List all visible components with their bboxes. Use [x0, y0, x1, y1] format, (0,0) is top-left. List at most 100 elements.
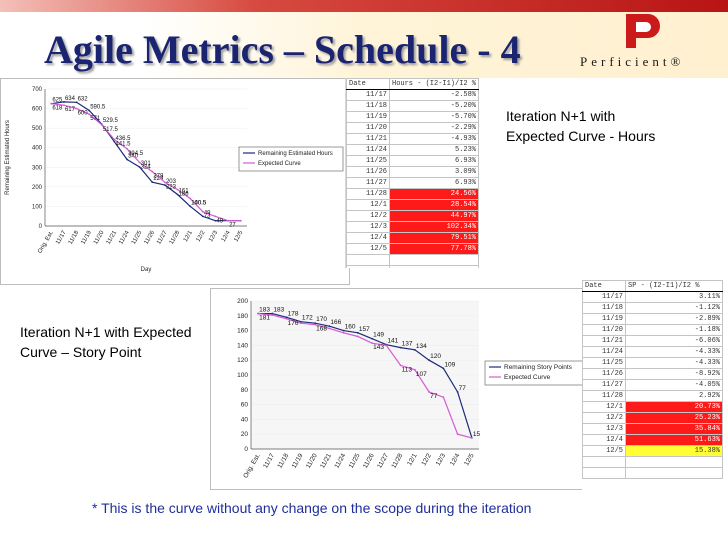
hours-table-empty-cell	[388, 265, 480, 268]
hours-table-row: 11/28 24.56%	[346, 188, 480, 200]
hours-table-date-cell: 11/27	[346, 177, 390, 189]
sp-table-header-cell: SP - (I2-I1)/I2 %	[625, 280, 723, 292]
sp-table-date-cell: 11/24	[582, 346, 626, 358]
hours-chart-x-tick-label: 11/21	[106, 229, 119, 245]
hours-table-date-cell: 11/18	[346, 100, 390, 112]
hours-chart-data-label: 571	[90, 116, 101, 122]
hours-table-row: 12/4 79.51%	[346, 232, 480, 244]
hours-table-row: 12/2 44.97%	[346, 210, 480, 222]
hours-table-row: 11/19 -5.70%	[346, 111, 480, 123]
sp-table-row: 11/24 -4.33%	[582, 346, 723, 358]
sp-chart-data-label: 107	[416, 371, 427, 378]
sp-deviation-table: Date SP - (I2-I1)/I2 % 11/17 3.11% 11/18 -1.1…	[582, 280, 723, 479]
hours-table-value-cell: -4.93%	[388, 133, 480, 145]
sp-chart-y-tick-label: 80	[241, 387, 249, 394]
hours-chart-data-point	[239, 219, 242, 222]
sp-chart-y-tick-label: 200	[237, 298, 248, 305]
slide-title: Agile Metrics – Schedule - 4	[44, 27, 521, 72]
sp-chart-data-label: 183	[259, 307, 270, 314]
hours-chart-x-tick-label: 11/17	[55, 229, 68, 245]
sp-chart-legend-label: Expected Curve	[504, 374, 551, 381]
hours-chart-data-point	[189, 197, 192, 200]
hours-chart-data-point	[138, 166, 141, 168]
hours-chart-data-label: 73	[204, 214, 211, 220]
hours-table-header-row: Date Hours - (I2-I1)/I2 %	[346, 78, 480, 90]
hours-table-date-cell: 12/4	[346, 232, 390, 244]
sp-table-row: 11/27 -4.05%	[582, 379, 723, 391]
hours-chart-data-point	[227, 219, 229, 222]
sp-chart-y-tick-label: 20	[241, 431, 249, 438]
sp-table-value-cell: -4.05%	[625, 379, 723, 391]
sp-table-value-cell: 3.11%	[625, 291, 723, 303]
sp-chart-data-point	[271, 312, 274, 315]
header-red-bar	[0, 0, 728, 12]
hours-table-value-cell: 28.54%	[388, 199, 480, 211]
hours-table-value-cell: 44.97%	[388, 210, 480, 222]
sp-table-row: 11/20 -1.18%	[582, 324, 723, 336]
sp-chart-data-label: 15	[473, 431, 481, 438]
hours-deviation-table: Date Hours - (I2-I1)/I2 % 11/17 -2.58% 11/18…	[346, 78, 480, 268]
sp-chart-data-point	[299, 322, 302, 325]
hours-table-date-cell: 11/19	[346, 111, 390, 123]
footnote: * This is the curve without any change o…	[92, 500, 532, 516]
sp-chart-y-tick-label: 0	[244, 446, 248, 453]
hours-chart-data-point	[151, 170, 154, 173]
sp-table-row: 12/2 25.23%	[582, 412, 723, 424]
hours-table-row: 12/5 77.78%	[346, 243, 480, 255]
sp-chart-data-label: 183	[273, 307, 284, 314]
sp-table-date-cell: 12/5	[582, 445, 626, 457]
sp-table-value-cell: -1.12%	[625, 302, 723, 314]
sp-table-empty-row	[582, 456, 723, 468]
hours-chart-series-line-2	[51, 103, 241, 222]
hours-chart-x-tick-label: 11/28	[169, 229, 182, 245]
hours-table-value-cell: 79.51%	[388, 232, 480, 244]
sp-chart-x-tick-label: 12/3	[435, 452, 448, 467]
hours-chart-data-label: 223	[166, 184, 177, 190]
hours-table-row: 11/25 6.93%	[346, 155, 480, 167]
sp-table-value-cell: -2.89%	[625, 313, 723, 325]
sp-chart-y-tick-label: 120	[237, 357, 248, 364]
hours-chart-data-point	[201, 215, 204, 218]
sp-chart-data-point	[399, 346, 402, 349]
hours-chart-x-tick-label: 11/26	[144, 229, 157, 245]
sp-chart-data-label: 77	[459, 385, 467, 392]
sp-chart-y-tick-label: 180	[237, 313, 248, 320]
hours-table-value-cell: -2.29%	[388, 122, 480, 134]
sp-chart-data-point	[428, 391, 431, 393]
sp-chart-data-point	[413, 348, 416, 351]
hours-chart-data-label: 517.5	[103, 127, 119, 133]
hours-chart-x-tick-label: 11/25	[131, 229, 144, 245]
hours-chart-data-point	[113, 140, 116, 143]
hours-table-date-cell: 12/2	[346, 210, 390, 222]
logo-text: Perficient®	[580, 54, 685, 69]
hours-chart-data-label: 436.5	[115, 136, 131, 142]
sp-chart-data-label: 157	[359, 326, 370, 333]
sp-chart-y-tick-label: 160	[237, 328, 248, 335]
sp-chart-data-point	[342, 331, 345, 334]
sp-chart-data-point	[342, 329, 345, 332]
hours-chart-data-point	[138, 161, 141, 164]
hours-chart-data-point	[176, 188, 179, 191]
hours-table-value-cell: 6.93%	[388, 155, 480, 167]
sp-table-date-cell: 11/20	[582, 324, 626, 336]
hours-chart-x-tick-label: 11/18	[68, 229, 81, 245]
sp-table-empty-cell	[582, 456, 626, 468]
sp-chart-y-tick-label: 40	[241, 416, 249, 423]
sp-deviation-sheet: Date SP - (I2-I1)/I2 % 11/17 3.11% 11/18 -1.1…	[582, 280, 728, 490]
hours-table-value-cell: -5.70%	[388, 111, 480, 123]
story-point-burndown-chart: 0 20 40 60 80 100 120 140 160 180 200 Orig. Est. 11/…	[210, 288, 597, 490]
sp-chart-data-point	[470, 437, 473, 439]
sp-table-date-cell: 11/28	[582, 390, 626, 402]
sp-chart-data-label: 170	[316, 316, 327, 323]
header-band	[0, 0, 728, 78]
hours-table-row: 11/20 -2.29%	[346, 122, 480, 134]
sp-table-value-cell: 20.73%	[625, 401, 723, 413]
hours-chart-data-point	[214, 215, 217, 218]
hours-chart-data-point	[63, 101, 65, 103]
hours-table-row: 11/21 -4.93%	[346, 133, 480, 145]
hours-table-value-cell: 5.23%	[388, 144, 480, 156]
hours-table-row: 11/26 3.09%	[346, 166, 480, 178]
hours-chart-x-tick-label: Orig. Est.	[37, 230, 55, 255]
hours-chart-data-label: 632	[78, 96, 89, 102]
